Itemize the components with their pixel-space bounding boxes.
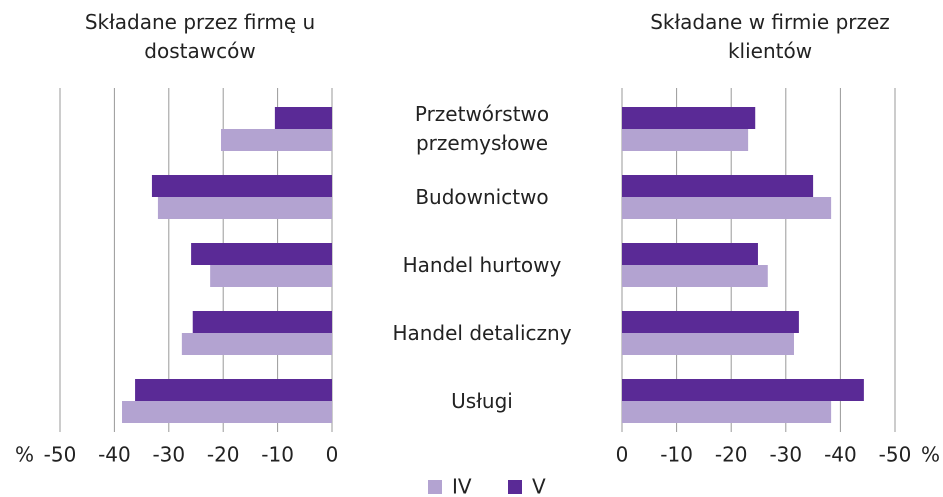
bar [622,333,794,355]
legend-label: V [532,475,546,497]
category-label: Usługi [451,388,513,413]
bar [191,243,332,265]
category-label: Przetwórstwo przemysłowe [414,102,550,155]
x-tick-label: -40 [98,443,131,467]
bar [622,197,832,219]
x-tick-label: 0 [616,443,629,467]
bar [622,265,768,287]
bar [122,401,333,423]
bar [151,175,332,197]
x-tick-label: -50 [879,443,912,467]
legend-swatch [508,480,522,494]
x-tick-label: -10 [660,443,693,467]
bar [192,311,332,333]
x-tick-label: -10 [261,443,294,467]
bar [622,311,799,333]
legend-label: IV [452,475,472,497]
bar [622,175,814,197]
x-tick-label: -30 [152,443,185,467]
x-tick-label: 0 [326,443,339,467]
x-tick-label: -20 [207,443,240,467]
legend-swatch [428,480,442,494]
category-label: Budownictwo [415,184,549,209]
x-tick-label: -30 [769,443,802,467]
bar [622,107,756,129]
bar [622,401,832,423]
x-tick-label: -40 [824,443,857,467]
bar [221,129,332,151]
bar [210,265,332,287]
x-tick-label: -50 [44,443,77,467]
chart-title: Składane w firmie przez klientów [650,10,890,63]
bar [135,379,332,401]
x-axis-label: % [921,443,940,467]
bar [622,243,758,265]
bar [622,129,749,151]
bar [622,379,864,401]
bar [181,333,332,355]
bar [274,107,332,129]
chart-title: Składane przez firmę u dostawców [84,10,316,63]
bar [157,197,332,219]
x-axis-label: % [15,443,34,467]
category-label: Handel hurtowy [402,252,562,277]
x-tick-label: -20 [715,443,748,467]
category-label: Handel detaliczny [392,320,572,345]
